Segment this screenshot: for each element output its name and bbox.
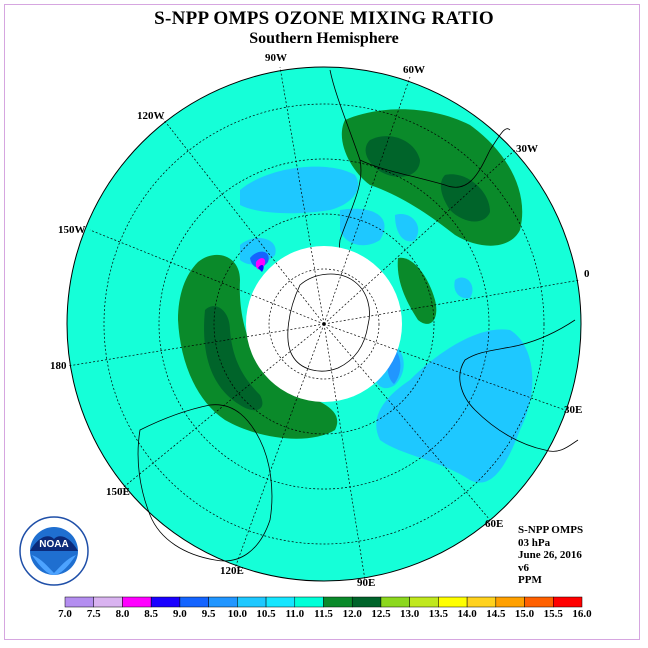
colorbar-swatch	[122, 596, 152, 608]
colorbar-swatch	[495, 596, 525, 608]
info-block: S-NPP OMPS 03 hPa June 26, 2016 v6 PPM	[518, 524, 583, 587]
contour-dark-green	[440, 174, 490, 222]
figure-frame	[4, 4, 640, 640]
contour-light-blue	[395, 214, 419, 242]
colorbar-swatch	[93, 596, 123, 608]
colorbar-tick-label: 12.0	[342, 608, 362, 620]
colorbar-tick-label: 10.0	[227, 608, 247, 620]
contour-light-blue	[376, 329, 533, 483]
colorbar-swatch	[265, 596, 296, 608]
contour-dark-green	[204, 306, 263, 411]
colorbar-tick-label: 8.5	[144, 608, 159, 620]
colorbar-swatch	[409, 596, 439, 608]
colorbar-swatch	[524, 596, 554, 608]
colorbar-tick-label: 9.0	[173, 608, 187, 620]
colorbar-swatch	[466, 596, 497, 608]
colorbar-tick-label: 14.0	[457, 608, 477, 620]
colorbar-tick-label: 15.5	[543, 608, 563, 620]
colorbar-tick-label: 16.0	[572, 608, 592, 620]
noaa-logo: NOAA	[19, 516, 89, 586]
info-level: 03 hPa	[518, 536, 551, 549]
info-instrument: S-NPP OMPS	[518, 524, 584, 536]
lon-label-30e: 30E	[564, 404, 583, 416]
colorbar-tick-label: 12.5	[371, 608, 391, 620]
colorbar-swatch	[294, 596, 324, 608]
antarctica-outline	[287, 273, 370, 372]
colorbar-tick-label: 15.0	[514, 608, 535, 620]
colorbar-swatch	[179, 596, 209, 608]
australia-coast	[137, 404, 273, 562]
map-subtitle: Southern Hemisphere	[249, 30, 399, 47]
colorbar-tick-label: 7.5	[86, 608, 101, 620]
contour-navy	[258, 265, 264, 272]
lon-label-150e: 150E	[106, 486, 130, 498]
noaa-logo-text: NOAA	[39, 539, 68, 550]
lon-label-180: 180	[50, 360, 67, 372]
contour-light-blue	[454, 277, 473, 299]
colorbar-swatch	[553, 596, 583, 608]
lon-label-0: 0	[584, 268, 590, 280]
contour-green	[397, 257, 437, 324]
lon-label-150w: 150W	[58, 224, 86, 236]
map-title: S-NPP OMPS OZONE MIXING RATIO	[154, 8, 494, 29]
info-version: v6	[518, 561, 529, 574]
map-border	[66, 66, 582, 582]
lon-label-120e: 120E	[220, 565, 244, 577]
colorbar-tick-label: 11.5	[314, 608, 333, 620]
colorbar-swatch	[64, 596, 94, 608]
lon-label-60e: 60E	[485, 518, 504, 530]
colorbar-tick-label: 10.5	[256, 608, 276, 620]
colorbar-tick-label: 9.5	[201, 608, 216, 620]
lon-label-120w: 120W	[137, 110, 165, 122]
colorbar-swatch	[380, 596, 410, 608]
contour-light-blue	[340, 208, 385, 246]
lon-label-30w: 30W	[516, 143, 538, 155]
colorbar-tick-label: 13.5	[428, 608, 448, 620]
colorbar-tick-label: 7.0	[58, 608, 72, 620]
colorbar-tick-label: 14.5	[486, 608, 506, 620]
colorbar-tick-label: 8.0	[115, 608, 130, 620]
info-units: PPM	[518, 574, 542, 586]
contour-dark-green	[365, 136, 420, 177]
colorbar-swatch	[351, 596, 382, 608]
colorbar-tick-label: 11.0	[285, 608, 305, 620]
colorbar-swatch	[438, 596, 468, 608]
lon-label-90w: 90W	[265, 52, 287, 64]
colorbar-swatch	[323, 596, 353, 608]
colorbar-swatch	[237, 596, 267, 608]
info-date: June 26, 2016	[518, 549, 582, 561]
colorbar-swatch	[208, 596, 238, 608]
pole-marker	[322, 322, 326, 326]
colorbar-tick-label: 13.0	[400, 608, 420, 620]
colorbar-swatch	[150, 596, 181, 608]
lon-label-60w: 60W	[403, 64, 425, 76]
lon-label-90e: 90E	[357, 577, 376, 589]
contour-light-blue	[240, 166, 359, 214]
africa-coast	[459, 319, 579, 452]
graticule	[67, 66, 581, 581]
